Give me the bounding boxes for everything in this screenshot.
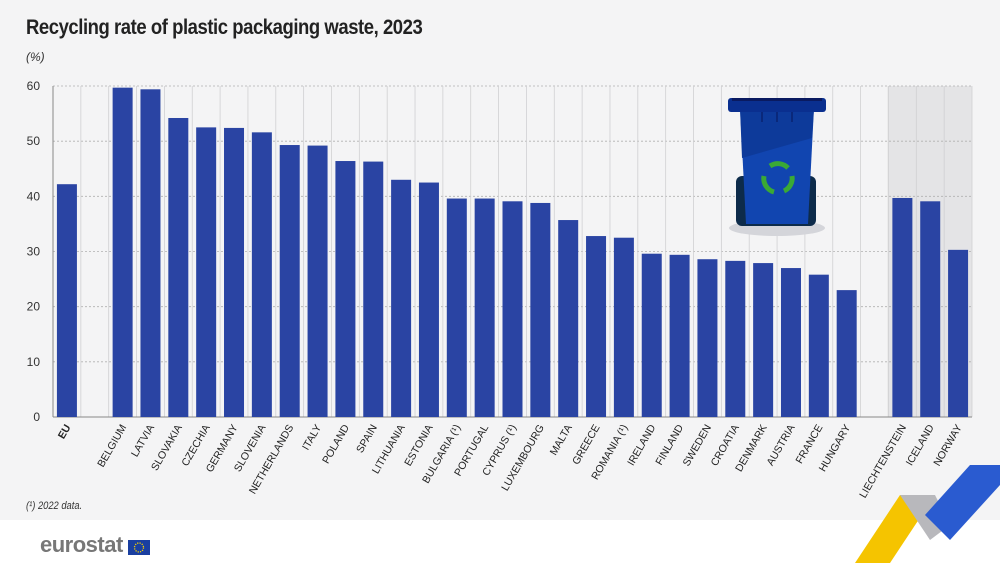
y-tick-label: 0 xyxy=(33,410,40,424)
bar-spain xyxy=(363,161,384,417)
bar-france xyxy=(808,274,829,417)
bar-slovakia xyxy=(168,117,189,417)
bar-ireland xyxy=(641,253,662,417)
y-tick-label: 40 xyxy=(27,189,41,203)
bar-slovenia xyxy=(251,132,272,417)
y-tick-label: 10 xyxy=(27,355,41,369)
bar-germany xyxy=(224,127,245,417)
x-tick-label: SPAIN xyxy=(354,423,380,456)
x-tick-label: EU xyxy=(56,423,74,442)
x-tick-label: ITALY xyxy=(300,423,324,453)
logo-text: eurostat xyxy=(40,532,123,557)
bar-italy xyxy=(307,145,328,417)
x-tick-label: BELGIUM xyxy=(95,423,129,470)
bar-cyprus xyxy=(502,201,523,417)
footer: eurostat xyxy=(0,465,1000,563)
bar-portugal xyxy=(474,198,495,417)
bar-eu xyxy=(56,184,77,417)
bar-estonia xyxy=(418,182,439,417)
x-tick-label: POLAND xyxy=(320,422,352,466)
bar-norway xyxy=(948,249,969,417)
bar-czechia xyxy=(196,127,217,417)
decorative-corner-shapes xyxy=(855,465,1000,563)
y-tick-label: 50 xyxy=(27,134,41,148)
eurostat-logo: eurostat xyxy=(40,532,151,558)
bar-iceland xyxy=(920,201,941,417)
eu-flag-icon xyxy=(128,540,151,555)
bar-bulgaria xyxy=(446,198,467,417)
bar-belgium xyxy=(112,87,133,417)
bar-austria xyxy=(780,268,801,417)
footnote: (¹) 2022 data. xyxy=(26,500,83,512)
bar-lithuania xyxy=(391,179,412,417)
y-tick-label: 30 xyxy=(27,245,41,259)
y-tick-label: 60 xyxy=(27,79,41,93)
chart-title: Recycling rate of plastic packaging wast… xyxy=(26,16,423,39)
bar-netherlands xyxy=(279,145,300,418)
bar-sweden xyxy=(697,259,718,417)
bar-malta xyxy=(558,220,579,417)
recycling-bin-icon xyxy=(728,98,826,236)
bar-greece xyxy=(586,236,607,417)
bar-croatia xyxy=(725,260,746,417)
x-tick-label: NORWAY xyxy=(931,423,964,469)
bar-poland xyxy=(335,161,356,417)
bar-luxembourg xyxy=(530,202,551,417)
x-tick-label: AUSTRIA xyxy=(764,423,797,468)
bar-latvia xyxy=(140,89,161,417)
bar-hungary xyxy=(836,290,857,417)
y-tick-label: 20 xyxy=(27,300,41,314)
bar-romania xyxy=(613,237,634,417)
bar-denmark xyxy=(753,263,774,417)
bar-finland xyxy=(669,254,690,417)
unit-label: (%) xyxy=(26,50,45,64)
x-tick-label: MALTA xyxy=(548,423,575,458)
x-tick-label: LATVIA xyxy=(129,423,157,460)
bar-liechtenstein xyxy=(892,197,913,417)
